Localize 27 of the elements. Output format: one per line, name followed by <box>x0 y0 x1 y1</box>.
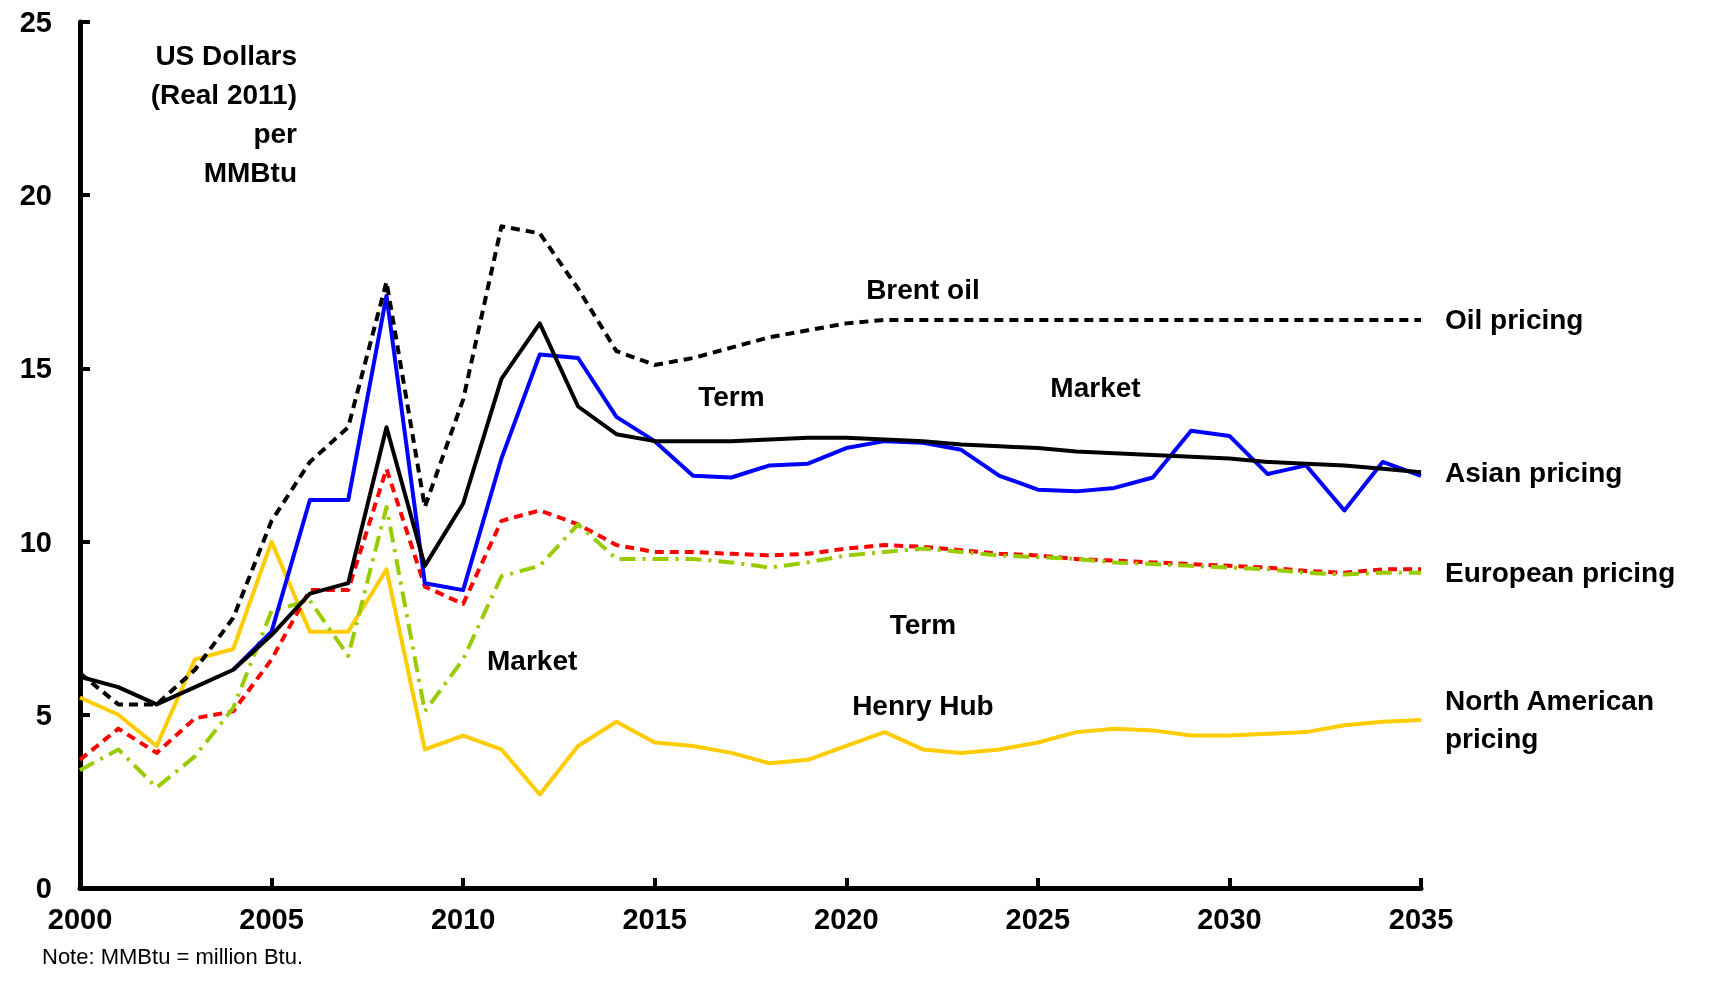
y-tick-label: 5 <box>35 698 52 731</box>
y-tick-label: 10 <box>19 525 52 558</box>
annotation: Henry Hub <box>852 689 994 721</box>
y-axis-title: US Dollars (Real 2011) per MMBtu <box>150 40 298 188</box>
x-tick-label: 2000 <box>47 902 113 935</box>
annotation: Market <box>487 644 578 676</box>
annotation: Brent oil <box>866 274 980 306</box>
annotation: Term <box>698 380 765 412</box>
annotation: European pricing <box>1445 557 1676 589</box>
annotation: North American pricing <box>1445 685 1655 755</box>
text: Note: MMBtu = million Btu. <box>42 943 304 969</box>
y-tick-label: 25 <box>19 6 52 38</box>
x-tick-label: 2030 <box>1197 902 1262 935</box>
annotation: Market <box>1050 371 1141 403</box>
line-series <box>78 466 1423 762</box>
x-tick-label: 2005 <box>239 902 304 935</box>
annotation: Asian pricing <box>1445 456 1623 488</box>
annotation: Oil pricing <box>1445 304 1584 336</box>
x-tick-label: 2010 <box>430 902 496 935</box>
annotation: Term <box>889 609 957 641</box>
y-tick-label: 20 <box>19 179 52 212</box>
x-tick-label: 2020 <box>814 902 879 935</box>
y-tick-label: 15 <box>19 352 52 385</box>
y-tick-label: 0 <box>35 872 52 904</box>
x-tick-label: 2035 <box>1388 902 1454 935</box>
x-tick-label: 2025 <box>1005 902 1071 935</box>
x-tick-label: 2015 <box>622 902 687 935</box>
